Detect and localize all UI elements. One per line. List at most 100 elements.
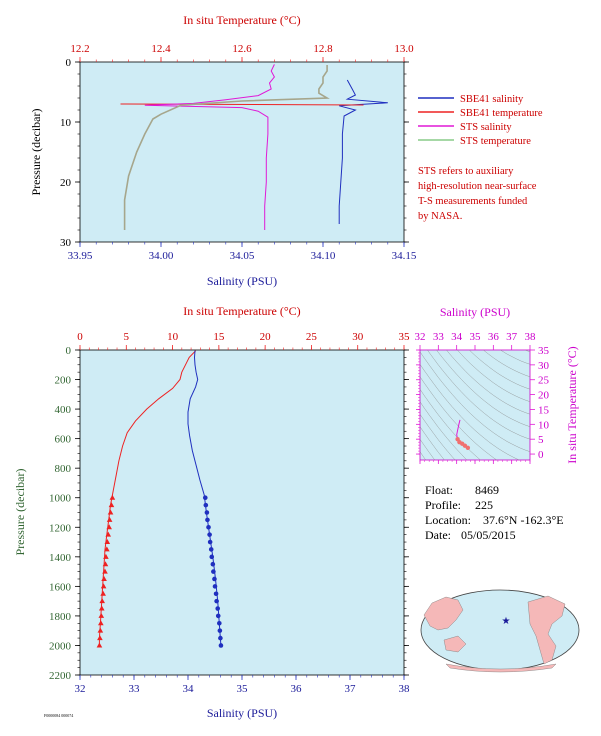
bottom-temp-axis-title: In situ Temperature (°C) bbox=[183, 304, 300, 318]
top-chart-ticks: 12.2 12.4 12.6 12.8 13.0 33.95 34.00 34.05 34.10… bbox=[60, 43, 417, 262]
top-series-sbe41-salinity bbox=[338, 79, 388, 224]
salinity-marker bbox=[212, 584, 218, 589]
salinity-marker bbox=[209, 554, 215, 560]
top-salinity-tick-label: 34.15 bbox=[392, 250, 417, 262]
bottom-salinity-tick-label: 34 bbox=[183, 683, 195, 695]
temperature-marker bbox=[105, 531, 112, 537]
isopycnal-line bbox=[436, 350, 530, 427]
isopycnal-line bbox=[456, 350, 530, 402]
top-temp-tick-label: 12.6 bbox=[232, 43, 252, 55]
location-label: Location: bbox=[425, 513, 471, 527]
ts-chart: 32 33 34 35 36 37 38 0 5 10 15 20 25 30 35 Salinity (P… bbox=[415, 239, 579, 464]
top-salinity-axis-title: Salinity (PSU) bbox=[207, 274, 277, 288]
top-salinity-tick-label: 34.00 bbox=[149, 250, 174, 262]
top-chart-series bbox=[120, 64, 388, 230]
bottom-temp-tick-label: 15 bbox=[213, 331, 225, 343]
ts-salinity-tick-label: 38 bbox=[525, 331, 537, 343]
temperature-marker bbox=[98, 620, 104, 626]
temperature-marker bbox=[96, 642, 103, 648]
bottom-temp-tick-label: 10 bbox=[167, 331, 179, 343]
bottom-salinity-axis-title: Salinity (PSU) bbox=[207, 706, 277, 720]
legend-label: STS salinity bbox=[460, 122, 512, 133]
legend-note-line: T-S measurements funded bbox=[418, 196, 528, 207]
temperature-marker bbox=[99, 598, 106, 604]
ts-salinity-tick-label: 34 bbox=[451, 331, 463, 343]
ts-temp-tick-label: 25 bbox=[538, 375, 550, 387]
bottom-salinity-tick-label: 35 bbox=[237, 683, 249, 695]
ts-point bbox=[465, 445, 471, 451]
bottom-salinity-tick-label: 33 bbox=[129, 683, 141, 695]
top-pressure-tick-label: 0 bbox=[66, 57, 72, 69]
temperature-marker bbox=[97, 635, 103, 641]
float-value: 8469 bbox=[475, 483, 499, 497]
ts-salinity-axis-title: Salinity (PSU) bbox=[440, 305, 510, 319]
ts-temp-tick-label: 10 bbox=[538, 419, 550, 431]
bottom-temp-tick-label: 30 bbox=[352, 331, 364, 343]
salinity-marker bbox=[211, 569, 216, 574]
date-value: 05/05/2015 bbox=[461, 528, 516, 542]
top-pressure-tick-label: 30 bbox=[60, 237, 72, 249]
temperature-marker bbox=[101, 575, 107, 581]
map-land-antarctica bbox=[445, 663, 557, 673]
bottom-chart-ticks: 0 5 10 15 20 25 30 35 32 33 34 35 36 37 38 0 200 400 600 80… bbox=[49, 331, 410, 695]
ts-salinity-tick-label: 33 bbox=[433, 331, 445, 343]
ts-chart-ticks: 32 33 34 35 36 37 38 0 5 10 15 20 25 30 35 bbox=[415, 331, 550, 464]
temperature-marker bbox=[97, 627, 104, 633]
temperature-marker bbox=[103, 553, 109, 559]
bottom-pressure-tick-label: 0 bbox=[66, 345, 72, 357]
float-location-star-icon: ★ bbox=[502, 616, 511, 627]
bottom-salinity-tick-label: 32 bbox=[75, 683, 86, 695]
world-map: ★ bbox=[420, 589, 580, 673]
salinity-marker bbox=[215, 613, 221, 619]
bottom-pressure-tick-label: 600 bbox=[55, 434, 72, 446]
salinity-marker bbox=[207, 539, 213, 545]
salinity-marker bbox=[218, 635, 223, 641]
salinity-marker bbox=[212, 576, 217, 582]
ts-salinity-tick-label: 37 bbox=[506, 331, 518, 343]
bottom-pressure-tick-label: 1800 bbox=[49, 611, 72, 623]
isopycnal-line bbox=[420, 401, 468, 460]
temperature-marker bbox=[104, 539, 111, 545]
float-info: Float: 8469 Profile: 225 Location: 37.6°… bbox=[425, 483, 564, 542]
bottom-pressure-tick-label: 200 bbox=[55, 375, 72, 387]
top-salinity-tick-label: 34.05 bbox=[230, 250, 255, 262]
bottom-pressure-tick-label: 2000 bbox=[49, 640, 72, 652]
ts-temp-axis-title: In situ Temperature (°C) bbox=[565, 346, 579, 463]
bottom-chart-series bbox=[96, 350, 224, 648]
temperature-marker bbox=[100, 590, 106, 596]
salinity-marker bbox=[215, 606, 220, 611]
ts-salinity-tick-label: 35 bbox=[470, 331, 482, 343]
top-temp-axis-title: In situ Temperature (°C) bbox=[183, 13, 300, 27]
bottom-temp-tick-label: 25 bbox=[306, 331, 318, 343]
isopycnal-line bbox=[420, 364, 520, 460]
top-temp-tick-label: 12.2 bbox=[70, 43, 89, 55]
salinity-marker bbox=[206, 524, 211, 530]
top-temp-tick-label: 12.8 bbox=[313, 43, 333, 55]
profile-label: Profile: bbox=[425, 498, 461, 512]
isopycnal-line bbox=[420, 426, 445, 460]
legend-note-line: STS refers to auxiliary bbox=[418, 166, 514, 177]
isopycnal-line bbox=[420, 389, 481, 460]
bottom-pressure-tick-label: 1000 bbox=[49, 493, 72, 505]
legend: SBE41 salinity SBE41 temperature STS salin… bbox=[418, 94, 543, 222]
isopycnal-line bbox=[446, 350, 530, 415]
salinity-marker bbox=[204, 510, 210, 515]
bottom-pressure-tick-label: 400 bbox=[55, 404, 72, 416]
temperature-marker bbox=[98, 605, 105, 611]
isopycnal-line bbox=[483, 350, 530, 377]
isopycnal-line bbox=[427, 350, 530, 440]
salinity-marker bbox=[217, 620, 222, 626]
salinity-marker bbox=[203, 502, 209, 508]
temperature-marker bbox=[102, 561, 109, 567]
salinity-marker bbox=[218, 643, 224, 648]
date-label: Date: bbox=[425, 528, 451, 542]
isopycnal-line bbox=[420, 239, 530, 339]
bottom-pressure-tick-label: 2200 bbox=[49, 670, 72, 682]
isopycnal-line bbox=[420, 414, 456, 460]
top-temp-tick-label: 12.4 bbox=[151, 43, 171, 55]
salinity-marker bbox=[213, 591, 219, 597]
bottom-chart: 0 5 10 15 20 25 30 35 32 33 34 35 36 37 38 0 200 400 600 80… bbox=[13, 304, 410, 720]
ts-temp-tick-label: 15 bbox=[538, 404, 550, 416]
temperature-marker bbox=[100, 583, 107, 589]
